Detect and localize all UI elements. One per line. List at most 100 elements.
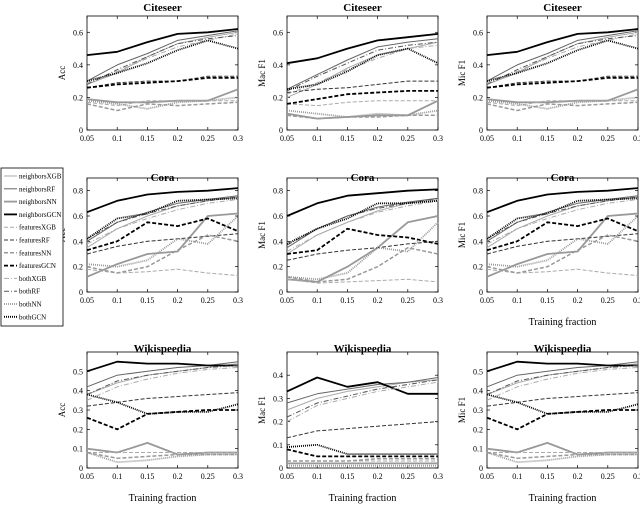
legend-label: bothGCN bbox=[19, 313, 46, 321]
x-tick-label: 0.2 bbox=[173, 134, 183, 143]
x-tick-label: 0.3 bbox=[633, 296, 640, 305]
series-line-featuresxgb bbox=[486, 100, 638, 107]
series-line-bothxgb bbox=[486, 199, 639, 245]
x-tick-label: 0.1 bbox=[312, 134, 322, 143]
legend-item-featuresrf: featuresRF bbox=[4, 237, 50, 245]
series-line-neighborsxgb bbox=[86, 363, 239, 395]
x-tick-label: 0.05 bbox=[480, 134, 494, 143]
legend-box bbox=[0, 167, 64, 327]
series-line-featuresrf bbox=[286, 240, 439, 261]
series-line-neighborsxgb bbox=[286, 41, 439, 98]
series-line-bothxgb bbox=[486, 367, 639, 401]
series-line-featuresrf bbox=[486, 233, 639, 255]
series-line-featuresrf bbox=[486, 392, 639, 407]
plot-frame bbox=[286, 15, 439, 131]
series-line-featuresgcn bbox=[286, 227, 439, 255]
x-tick-label: 0.1 bbox=[112, 134, 122, 143]
series-line-featuresxgb bbox=[86, 100, 238, 107]
series-line-bothrf bbox=[86, 365, 239, 395]
x-tick-label: 0.2 bbox=[373, 296, 383, 305]
x-tick-label: 0.25 bbox=[401, 134, 415, 143]
series-line-bothnn bbox=[286, 109, 439, 118]
legend-item-bothnn: bothNN bbox=[4, 301, 42, 309]
y-tick-label: 0.6 bbox=[73, 212, 83, 221]
x-axis-label: Training fraction bbox=[129, 493, 197, 504]
series-line-neighborsgcn bbox=[286, 188, 439, 217]
legend-label: featuresXGB bbox=[19, 224, 56, 232]
series-line-featuresnn bbox=[486, 451, 638, 460]
x-tick-label: 0.2 bbox=[173, 296, 183, 305]
series-line-bothxgb bbox=[86, 33, 239, 84]
series-line-bothnn bbox=[286, 221, 439, 281]
x-tick-label: 0.1 bbox=[312, 472, 322, 481]
series-line-bothgcn bbox=[86, 197, 239, 240]
chart-cora-acc: Cora00.20.40.60.80.050.10.150.20.250.3Ac… bbox=[57, 172, 243, 305]
chart-title: Citeseer bbox=[343, 2, 382, 14]
series-line-bothxgb bbox=[286, 381, 439, 423]
x-tick-label: 0.15 bbox=[140, 134, 154, 143]
series-line-bothrf bbox=[286, 197, 439, 246]
x-tick-label: 0.25 bbox=[601, 134, 615, 143]
series-line-featuresxgb bbox=[286, 100, 438, 107]
y-tick-label: 0.4 bbox=[473, 61, 483, 70]
x-tick-label: 0.2 bbox=[573, 472, 583, 481]
x-tick-label: 0.2 bbox=[373, 134, 383, 143]
y-axis-label: Mac F1 bbox=[257, 221, 267, 249]
x-tick-label: 0.15 bbox=[540, 472, 554, 481]
legend-item-neighborsgcn: neighborsGCN bbox=[4, 211, 61, 219]
series-line-bothgcn bbox=[286, 443, 438, 456]
series-line-featuresnn bbox=[86, 234, 239, 274]
series-line-bothgcn bbox=[486, 197, 639, 240]
y-tick-label: 0.6 bbox=[73, 28, 83, 37]
series-line-bothxgb bbox=[86, 199, 239, 245]
y-tick-label: 0.3 bbox=[273, 394, 283, 403]
series-line-bothrf bbox=[286, 379, 439, 418]
y-tick-label: 0.3 bbox=[73, 406, 83, 415]
y-tick-label: 0.6 bbox=[273, 28, 283, 37]
y-tick-label: 0.4 bbox=[273, 371, 283, 380]
series-line-neighborsgcn bbox=[286, 376, 438, 395]
series-line-neighborsnn bbox=[486, 212, 639, 278]
y-tick-label: 0.1 bbox=[73, 445, 83, 454]
x-tick-label: 0.1 bbox=[512, 296, 522, 305]
y-tick-label: 0.1 bbox=[273, 441, 283, 450]
y-tick-label: 0.2 bbox=[273, 263, 283, 272]
x-tick-label: 0.05 bbox=[480, 472, 494, 481]
y-tick-label: 0 bbox=[279, 126, 283, 135]
chart-title: Wikispeedia bbox=[534, 343, 592, 355]
series-line-bothgcn bbox=[486, 39, 639, 82]
series-line-bothnn bbox=[86, 451, 238, 464]
y-axis-label: Acc bbox=[57, 66, 67, 81]
series-line-bothgcn bbox=[486, 393, 639, 415]
y-tick-label: 0.4 bbox=[73, 387, 83, 396]
y-tick-label: 0.6 bbox=[473, 28, 483, 37]
series-line-neighborsxgb bbox=[486, 363, 639, 395]
x-tick-label: 0.15 bbox=[340, 296, 354, 305]
x-tick-label: 0.15 bbox=[140, 472, 154, 481]
y-tick-label: 0.8 bbox=[73, 187, 83, 196]
y-tick-label: 0 bbox=[79, 288, 83, 297]
x-axis-label: Training fraction bbox=[329, 493, 397, 504]
chart-citeseer-acc: Citeseer 0 0.2 0.4 0.6 0.05 0.1 0.15 0.2 0.25 0.3 A… bbox=[57, 2, 243, 143]
x-tick-label: 0.25 bbox=[201, 134, 215, 143]
x-tick-label: 0.05 bbox=[80, 472, 94, 481]
series-line-bothxgb bbox=[86, 367, 239, 401]
series-line-neighborsrf bbox=[86, 195, 239, 242]
y-tick-label: 0.4 bbox=[73, 237, 83, 246]
y-tick-label: 0.2 bbox=[473, 93, 483, 102]
series-line-featuresnn bbox=[486, 234, 639, 274]
legend-item-neighborsrf: neighborsRF bbox=[4, 185, 55, 193]
x-tick-label: 0.05 bbox=[280, 134, 294, 143]
series-line-neighborsrf bbox=[486, 30, 639, 82]
y-tick-label: 0.4 bbox=[273, 61, 283, 70]
y-tick-label: 0 bbox=[479, 288, 483, 297]
y-tick-label: 0.4 bbox=[473, 237, 483, 246]
series-line-featuresrf bbox=[286, 80, 438, 93]
series-line-featuresgcn bbox=[86, 77, 238, 89]
x-tick-label: 0.2 bbox=[573, 134, 583, 143]
x-tick-label: 0.15 bbox=[140, 296, 154, 305]
chart-title: Wikispeedia bbox=[134, 343, 192, 355]
legend-item-bothgcn: bothGCN bbox=[4, 313, 46, 321]
series-line-featuresnn bbox=[86, 451, 238, 460]
y-axis-label: Mic F1 bbox=[457, 222, 467, 248]
